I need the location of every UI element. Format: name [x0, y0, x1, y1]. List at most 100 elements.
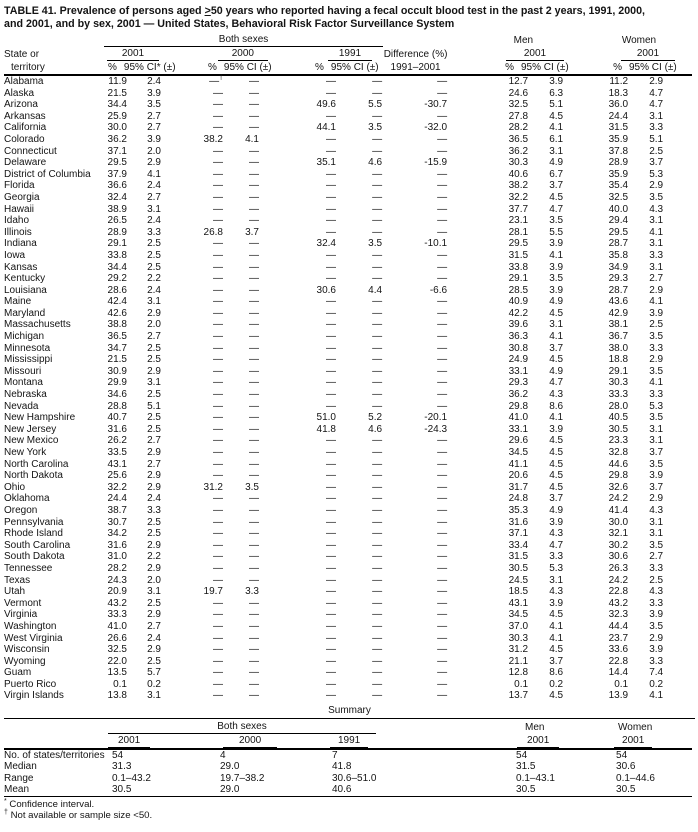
cell-both-2000-ci: —: [249, 261, 259, 273]
cell-diff-1991-2001: —: [437, 574, 448, 586]
cell-women-2001-pct: 29.3: [608, 273, 629, 285]
cell-both-2000-pct: —: [213, 644, 223, 656]
subheader-both-2000: % 95% CI (±): [162, 61, 272, 76]
year-label: 2001: [505, 47, 565, 61]
cell-men-2001-ci: 3.9: [549, 516, 564, 528]
cell-both-2000-pct: —: [213, 284, 223, 296]
cell-men-2001-ci: 3.9: [549, 261, 564, 273]
table-row: Nebraska 34.6 2.5 — — — — — 36.2 4.3 33.3 3.3: [4, 389, 692, 401]
cell-both-2001: 0.1–43.2: [112, 772, 151, 784]
cell-both-2000: 4: [220, 750, 226, 762]
cell-both-2000-ci: —: [249, 412, 259, 424]
group-label: Both sexes: [108, 720, 376, 735]
cell-men-2001-ci: 4.5: [549, 690, 564, 702]
cell-both-2000-pct: —: [213, 516, 223, 528]
cell-both-1991-ci: —: [372, 620, 383, 632]
cell-state: Alabama: [4, 76, 44, 87]
subheader-both-2001: % 95% CI* (±): [104, 61, 176, 76]
cell-both-2000-ci: —: [249, 365, 259, 377]
cell-both-2001-pct: 0.1: [113, 678, 127, 690]
table-row: Alabama 11.9 2.4 —† — — — — 12.7 3.9 11.2 2.9: [4, 75, 692, 88]
cell-men-2001-ci: 3.9: [549, 76, 564, 87]
cell-men-2001-pct: 43.1: [508, 597, 529, 609]
table-row: Connecticut 37.1 2.0 — — — — — 36.2 3.1 37.8 2.5: [4, 146, 692, 158]
cell-men-2001-ci: 3.9: [549, 423, 564, 435]
group-header-both-sexes: Both sexes: [104, 33, 384, 47]
cell-women-2001-ci: 3.1: [649, 516, 664, 528]
cell-both-2000-ci: —: [249, 215, 259, 227]
cell-both-2000-pct: —: [213, 87, 223, 99]
cell-both-1991-pct: —: [326, 458, 336, 470]
table-row: Montana 29.9 3.1 — — — — — 29.3 4.7 30.3 4.1: [4, 377, 692, 389]
cell-both-2000: 19.7–38.2: [220, 772, 265, 784]
cell-both-2000-ci: —: [249, 122, 259, 134]
cell-men-2001-pct: 37.0: [508, 620, 529, 632]
cell-diff-1991-2001: —: [437, 215, 448, 227]
cell-men-2001-pct: 36.5: [508, 133, 529, 145]
cell-men-2001-ci: 6.7: [549, 168, 564, 180]
cell-state: Maryland: [4, 307, 46, 319]
cell-men-2001-pct: 20.6: [508, 470, 529, 482]
table-row: Missouri 30.9 2.9 — — — — — 33.1 4.9 29.1 3.5: [4, 366, 692, 378]
cell-both-1991-pct: —: [326, 133, 336, 145]
cell-women-2001-pct: 43.6: [608, 296, 629, 308]
cell-women-2001-ci: 3.9: [649, 470, 664, 482]
cell-both-2000-ci: —: [249, 470, 259, 482]
summary-header-spacer: [4, 720, 108, 734]
cell-both-2001: 31.3: [112, 761, 132, 773]
cell-both-2000-ci: —: [249, 377, 259, 389]
main-tbody: Alabama 11.9 2.4 —† — — — —12.7 3.9 11.2 2.9 Alaska…: [4, 75, 692, 702]
cell-men-2001-pct: 38.2: [508, 180, 529, 192]
table-row: Idaho 26.5 2.4 — — — — — 23.1 3.5 29.4 3.1: [4, 215, 692, 227]
cell-women-2001: 0.1–44.6: [616, 772, 655, 784]
cell-state: Puerto Rico: [4, 678, 57, 690]
cell-women-2001-pct: 31.5: [608, 122, 629, 134]
header-spacer: [383, 33, 448, 47]
cell-both-2000-pct: —: [213, 539, 223, 551]
cell-both-1991-ci: —: [372, 493, 383, 505]
title-text: 50 years who reported having a fecal occ…: [210, 5, 646, 17]
cell-state: Kansas: [4, 261, 38, 273]
cell-both-2001-pct: 28.9: [107, 226, 127, 238]
cell-state: California: [4, 122, 47, 134]
cell-both-2000-pct: —: [213, 655, 223, 667]
cell-both-1991-ci: —: [372, 203, 383, 215]
cell-diff-1991-2001: —: [437, 690, 448, 702]
cell-state: Michigan: [4, 331, 45, 343]
cell-both-2001-ci: 2.9: [147, 365, 161, 377]
cell-men-2001-ci: 4.1: [549, 249, 564, 261]
cell-both-1991-ci: —: [372, 145, 383, 157]
cell-men-2001-pct: 12.8: [508, 667, 529, 679]
cell-state: Colorado: [4, 133, 45, 145]
cell-state: Kentucky: [4, 273, 46, 285]
cell-both-2001-pct: 38.8: [107, 319, 127, 331]
cell-label: Mean: [4, 784, 108, 797]
cell-both-2000-pct: —: [213, 157, 223, 169]
cell-men-2001-ci: 4.9: [549, 296, 564, 308]
table-row: Puerto Rico 0.1 0.2 — — — — — 0.1 0.2 0.1 0.2: [4, 679, 692, 691]
cell-both-2001-ci: 2.5: [147, 249, 161, 261]
cell-both-2000-pct: —: [213, 504, 223, 516]
cell-diff-1991-2001: —: [437, 307, 448, 319]
cell-diff-1991-2001: —: [437, 586, 448, 598]
cell-both-1991-ci: —: [372, 215, 383, 227]
cell-both-2001-ci: 4.1: [147, 168, 161, 180]
cell-state: Alaska: [4, 87, 35, 99]
column-header-state-line1: State or: [4, 49, 40, 60]
dagger-footnote-marker: †: [219, 74, 223, 82]
cell-men-2001-ci: 4.1: [549, 632, 564, 644]
cell-both-1991-pct: —: [326, 400, 336, 412]
cell-men-2001-ci: 4.9: [549, 157, 564, 169]
year-label: 2001: [108, 734, 151, 749]
cell-both-2001-ci: 3.1: [147, 377, 161, 389]
cell-both-1991-pct: —: [326, 87, 336, 99]
cell-men-2001-pct: 36.2: [508, 389, 529, 401]
cell-women-2001-ci: 3.3: [649, 655, 664, 667]
cell-men-2001-ci: 4.5: [549, 307, 564, 319]
cell-men-2001-ci: 4.3: [549, 528, 564, 540]
cell-both-2001-pct: 33.5: [107, 447, 127, 458]
cell-both-2001-pct: 32.5: [107, 644, 127, 656]
cell-both-2001-pct: 13.5: [107, 667, 127, 679]
cell-diff-1991-2001: —: [437, 504, 448, 516]
cell-both-2001-ci: 2.4: [147, 76, 161, 87]
